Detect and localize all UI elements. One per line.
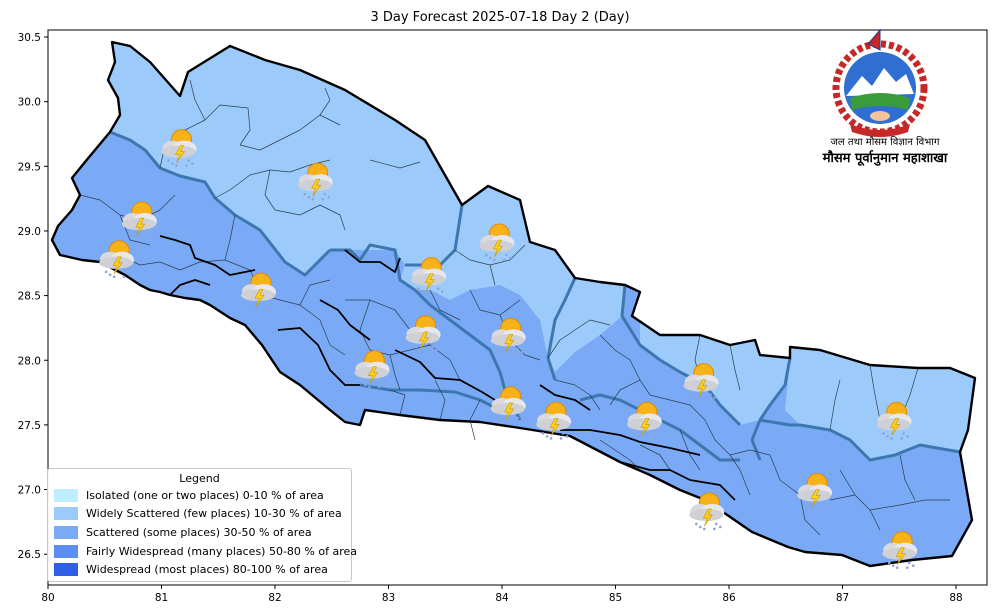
region-widely-scattered-west (108, 42, 462, 275)
y-tick-label: 30.5 (18, 32, 41, 44)
y-axis: 30.5 30.0 29.5 29.0 28.5 28.0 27.5 27.0 26.5 (18, 32, 48, 561)
thunder-rain-icon (683, 363, 719, 401)
x-tick-label: 84 (495, 592, 509, 604)
legend-item-widely-scattered: Widely Scattered (few places) 10-30 % of… (54, 507, 342, 521)
thunder-rain-icon (626, 401, 662, 440)
region-widely-scattered-east2 (785, 347, 975, 460)
emblem-wreath (832, 40, 928, 136)
thunder-rain-icon (797, 473, 833, 511)
thunder-rain-icon (490, 317, 526, 356)
x-axis: 80 81 82 83 84 85 86 87 88 (41, 585, 963, 604)
legend-label: Scattered (some places) 30-50 % of area (86, 526, 312, 539)
x-tick-label: 86 (722, 592, 736, 604)
thunder-rain-icon (689, 492, 725, 531)
emblem-division-text: मौसम पूर्वानुमान महाशाखा (822, 151, 948, 166)
y-tick-label: 27.5 (18, 420, 41, 432)
legend-swatch (54, 545, 78, 558)
thunder-rain-icon (536, 401, 572, 440)
province-lines-black (159, 235, 736, 501)
x-tick-label: 88 (949, 592, 962, 604)
x-tick-label: 80 (41, 592, 54, 604)
legend-swatch (54, 526, 78, 539)
legend-swatch (54, 507, 78, 520)
thunder-rain-icon (240, 272, 276, 311)
y-tick-label: 26.5 (18, 549, 41, 561)
x-tick-label: 82 (268, 592, 281, 604)
legend-swatch (54, 489, 78, 502)
y-tick-label: 28.5 (18, 291, 41, 303)
thunder-rain-icon (490, 386, 526, 425)
thunder-rain-icon (876, 401, 912, 440)
x-tick-label: 81 (155, 592, 168, 604)
thunder-rain-icon (405, 315, 441, 354)
thunder-rain-icon (297, 162, 333, 201)
y-tick-label: 27.0 (18, 485, 41, 497)
thunder-rain-icon (354, 350, 390, 389)
legend-item-widespread: Widespread (most places) 80-100 % of are… (54, 563, 328, 577)
legend-title: Legend (179, 472, 220, 485)
legend-label: Widespread (most places) 80-100 % of are… (86, 563, 328, 576)
x-tick-label: 83 (382, 592, 395, 604)
y-tick-label: 29.0 (18, 226, 41, 238)
legend-item-fairly-widespread: Fairly Widespread (many places) 50-80 % … (54, 545, 357, 559)
thunder-rain-icon (479, 223, 515, 262)
legend-swatch (54, 563, 78, 576)
region-widely-scattered-east1 (640, 320, 790, 425)
x-tick-label: 87 (836, 592, 849, 604)
legend-label: Widely Scattered (few places) 10-30 % of… (86, 507, 342, 520)
legend-label: Isolated (one or two places) 0-10 % of a… (86, 489, 324, 502)
thunder-rain-icon (121, 201, 157, 240)
emblem-mountains (846, 68, 914, 96)
nepal-emblem (832, 28, 928, 137)
thunder-rain-icon (882, 531, 918, 570)
province-boundaries (109, 130, 961, 462)
thunder-rain-icon (161, 129, 197, 167)
thunder-rain-icon (99, 240, 135, 279)
legend-item-isolated: Isolated (one or two places) 0-10 % of a… (54, 489, 324, 503)
legend-label: Fairly Widespread (many places) 50-80 % … (86, 545, 357, 558)
y-tick-label: 28.0 (18, 355, 41, 367)
emblem-flag (867, 28, 881, 51)
legend-item-scattered: Scattered (some places) 30-50 % of area (54, 526, 312, 540)
emblem-handshake (870, 111, 890, 121)
international-border (50, 40, 977, 568)
region-widely-scattered-central (400, 186, 625, 372)
legend: Legend Isolated (one or two places) 0-10… (47, 468, 357, 582)
y-tick-label: 29.5 (18, 161, 41, 173)
emblem-land (850, 93, 910, 110)
emblem-department-text: जल तथा मौसम विज्ञान विभाग (830, 137, 940, 148)
emblem-ribbon (850, 124, 910, 137)
forecast-icons (99, 129, 918, 570)
x-tick-label: 85 (609, 592, 622, 604)
page-title: 3 Day Forecast 2025-07-18 Day 2 (Day) (370, 10, 630, 25)
thunder-rain-icon (411, 257, 447, 295)
y-tick-label: 30.0 (18, 97, 41, 109)
